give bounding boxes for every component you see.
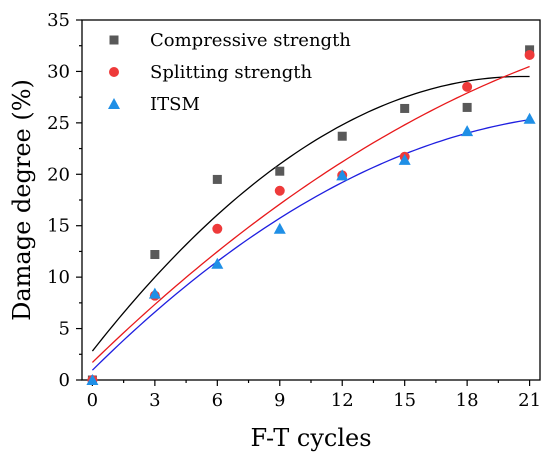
y-tick-label: 35 — [47, 10, 70, 31]
legend-marker-circle — [109, 67, 119, 77]
legend-marker-square — [109, 35, 119, 45]
x-tick-label: 6 — [212, 390, 223, 411]
point-triangle — [273, 222, 286, 234]
y-tick-label: 10 — [47, 267, 70, 288]
x-axis: 0 3 6 9 12 15 18 21 — [87, 380, 541, 411]
x-tick-label: 21 — [518, 390, 541, 411]
legend-marker-triangle — [108, 98, 120, 109]
point-triangle — [148, 287, 161, 299]
fit-line-series-3 — [91, 118, 530, 371]
y-tick-label: 15 — [47, 216, 70, 237]
point-circle — [212, 223, 223, 234]
y-tick-label: 5 — [59, 319, 70, 340]
fit-line-series-2 — [91, 65, 530, 363]
point-square — [150, 250, 160, 260]
x-tick-label: 3 — [149, 390, 160, 411]
point-triangle — [211, 257, 224, 269]
y-tick-label: 25 — [47, 113, 70, 134]
y-axis: 0 5 10 15 20 25 30 35 — [47, 10, 82, 391]
point-triangle — [523, 112, 536, 124]
x-tick-label: 9 — [274, 390, 285, 411]
point-circle — [274, 185, 285, 196]
x-tick-label: 0 — [87, 390, 98, 411]
x-tick-label: 12 — [331, 390, 354, 411]
x-axis-title: F-T cycles — [250, 424, 371, 452]
point-square — [400, 103, 410, 113]
point-square — [275, 166, 285, 176]
fit-line-series-1 — [91, 75, 530, 352]
point-triangle — [336, 169, 349, 181]
point-circle — [524, 49, 535, 60]
point-triangle — [86, 374, 99, 385]
y-tick-label: 0 — [59, 370, 70, 391]
legend-label: Compressive strength — [150, 30, 351, 51]
legend-label: ITSM — [150, 94, 200, 115]
point-triangle — [461, 125, 474, 137]
point-square — [212, 174, 222, 184]
legend-label: Splitting strength — [150, 62, 313, 83]
y-tick-label: 20 — [47, 164, 70, 185]
data-points — [86, 45, 536, 385]
legend: Compressive strength Splitting strength IT… — [108, 30, 351, 115]
point-square — [337, 131, 347, 141]
y-tick-label: 30 — [47, 61, 70, 82]
x-tick-label: 15 — [393, 390, 416, 411]
point-square — [462, 102, 472, 112]
point-triangle — [398, 153, 411, 165]
point-square — [525, 45, 535, 55]
x-tick-label: 18 — [456, 390, 479, 411]
y-axis-title: Damage degree (%) — [8, 79, 36, 321]
point-circle — [462, 81, 473, 92]
fit-lines — [91, 65, 530, 371]
